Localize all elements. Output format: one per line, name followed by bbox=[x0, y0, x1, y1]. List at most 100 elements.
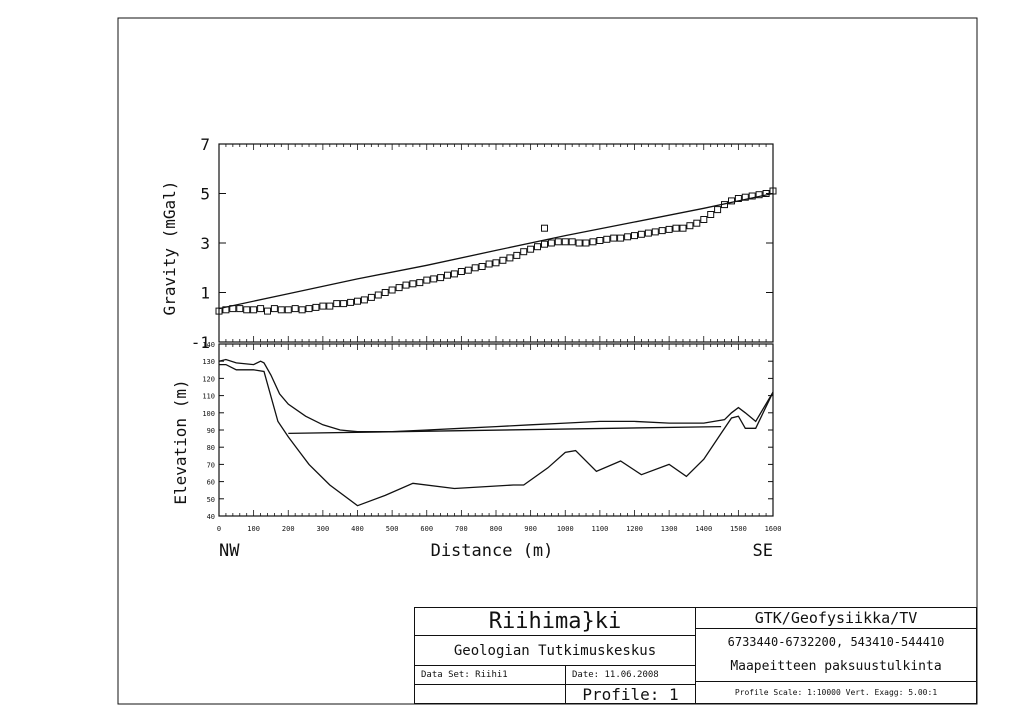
gravity-observed-point bbox=[360, 296, 368, 304]
bedrock-surface-line bbox=[219, 363, 774, 507]
gravity-observed-point bbox=[264, 307, 271, 315]
elevation-x-tick-label: 1600 bbox=[765, 525, 782, 533]
gravity-observed-point bbox=[575, 239, 583, 247]
elevation-y-tick-label: 50 bbox=[207, 496, 215, 504]
gravity-observed-point bbox=[464, 266, 472, 274]
gravity-observed-point bbox=[693, 219, 701, 227]
gravity-observed-point bbox=[243, 306, 251, 314]
gravity-observed-point bbox=[388, 286, 396, 294]
gravity-y-tick-label: 1 bbox=[200, 284, 210, 303]
elevation-x-tick-label: 1000 bbox=[557, 525, 574, 533]
gravity-observed-point bbox=[651, 228, 659, 236]
gravity-observed-point bbox=[298, 306, 306, 314]
ground-surface-line bbox=[218, 358, 774, 433]
gravity-observed-point bbox=[291, 305, 299, 313]
gravity-observed-point bbox=[568, 238, 576, 246]
gravity-observed-point bbox=[658, 227, 666, 235]
elevation-y-tick-label: 100 bbox=[202, 410, 215, 418]
department-label: GTK/Geofysiikka/TV bbox=[695, 607, 977, 629]
elevation-x-tick-label: 1400 bbox=[695, 525, 712, 533]
gravity-observed-point bbox=[457, 268, 465, 275]
elevation-y-ticks: 140 130 120 110 100 90 80 70 60 50 40 bbox=[202, 341, 773, 521]
gravity-observed-point bbox=[686, 222, 694, 230]
gravity-observed-point bbox=[527, 245, 535, 253]
gravity-observed-point bbox=[707, 211, 715, 218]
gravity-observed-point bbox=[485, 260, 493, 268]
gravity-observed-point bbox=[450, 270, 458, 278]
gravity-observed-point bbox=[617, 234, 625, 242]
gravity-observed-point bbox=[277, 306, 285, 314]
gravity-observed-point bbox=[319, 302, 327, 310]
title-block: Riihima}ki Geologian Tutkimuskeskus Data… bbox=[414, 607, 977, 704]
gravity-observed-point bbox=[762, 190, 770, 197]
gravity-observed-point bbox=[284, 306, 292, 314]
elevation-x-tick-label: 300 bbox=[317, 525, 330, 533]
gravity-observed-point bbox=[270, 305, 278, 313]
elevation-y-axis-label: Elevation (m) bbox=[171, 379, 190, 504]
gravity-observed-point bbox=[603, 235, 611, 243]
gravity-observed-point bbox=[748, 192, 756, 200]
se-end-label: SE bbox=[753, 541, 773, 561]
gravity-y-tick-label: 7 bbox=[200, 135, 210, 154]
gravity-observed-point bbox=[229, 305, 237, 313]
gravity-observed-point bbox=[250, 306, 258, 314]
gravity-observed-point bbox=[679, 224, 687, 232]
gravity-observed-point bbox=[326, 302, 334, 310]
elevation-x-tick-label: 1300 bbox=[661, 525, 678, 533]
gravity-observed-point bbox=[554, 238, 562, 246]
elevation-x-tick-label: 0 bbox=[217, 525, 221, 533]
gravity-observed-point bbox=[437, 274, 445, 282]
gravity-observed-point bbox=[672, 224, 680, 232]
elevation-series bbox=[218, 358, 774, 507]
gravity-observed-point bbox=[257, 305, 265, 313]
gravity-observed-point bbox=[596, 237, 604, 244]
coordinates-box bbox=[695, 628, 977, 681]
gravity-y-tick-label: 3 bbox=[200, 234, 210, 253]
gravity-observed-point bbox=[520, 248, 528, 256]
gravity-observed-point bbox=[354, 297, 361, 305]
elevation-y-tick-label: 80 bbox=[207, 444, 215, 452]
profile-number: Profile: 1 bbox=[565, 684, 696, 704]
gravity-observed-point bbox=[215, 307, 223, 315]
gravity-panel: 7 5 3 1 -1 Gravity (mGal) bbox=[160, 135, 777, 352]
gravity-series bbox=[215, 187, 777, 315]
nw-end-label: NW bbox=[219, 541, 240, 561]
gravity-observed-point bbox=[402, 281, 410, 289]
gravity-observed-point bbox=[644, 229, 652, 237]
gravity-observed-point bbox=[423, 276, 431, 284]
elevation-y-tick-label: 90 bbox=[207, 427, 215, 435]
gravity-observed-point bbox=[333, 300, 341, 308]
gravity-observed-point bbox=[561, 238, 569, 246]
sheet-border bbox=[117, 17, 978, 705]
elevation-x-tick-label: 400 bbox=[351, 525, 364, 533]
gravity-observed-point bbox=[222, 306, 230, 314]
gravity-observed-point bbox=[236, 305, 244, 313]
elevation-x-tick-label: 1200 bbox=[626, 525, 643, 533]
gravity-observed-point bbox=[734, 195, 742, 202]
gravity-y-tick-label: 5 bbox=[200, 185, 210, 204]
gravity-observed-point bbox=[665, 225, 673, 233]
gravity-observed-point bbox=[305, 305, 313, 313]
gravity-observed-point bbox=[312, 303, 320, 311]
gravity-observed-point bbox=[430, 275, 438, 283]
gravity-y-axis-label: Gravity (mGal) bbox=[160, 181, 179, 316]
date-label: Date: 11.06.2008 bbox=[565, 665, 696, 685]
gravity-observed-point bbox=[395, 284, 403, 292]
organization-name: Geologian Tutkimuskeskus bbox=[414, 635, 696, 666]
gravity-y-tick-label: -1 bbox=[191, 333, 210, 352]
gravity-y-ticks: 7 5 3 1 -1 bbox=[191, 135, 774, 352]
gravity-model-line bbox=[218, 192, 774, 310]
distance-x-axis-label: Distance (m) bbox=[431, 541, 554, 561]
area-name: Riihima}ki bbox=[414, 607, 696, 636]
gravity-observed-point bbox=[340, 300, 348, 308]
empty-cell bbox=[414, 684, 566, 704]
elevation-y-tick-label: 70 bbox=[207, 461, 215, 469]
gravity-observed-point bbox=[631, 232, 638, 240]
gravity-observed-point bbox=[374, 291, 382, 299]
gravity-outlier-point bbox=[541, 224, 548, 232]
gravity-observed-point bbox=[700, 216, 708, 223]
elevation-x-tick-label: 1500 bbox=[730, 525, 747, 533]
elevation-y-tick-label: 110 bbox=[202, 393, 215, 401]
elevation-x-tick-label: 200 bbox=[282, 525, 295, 533]
coordinates-label: 6733440-6732200, 543410-544410 bbox=[727, 635, 945, 649]
